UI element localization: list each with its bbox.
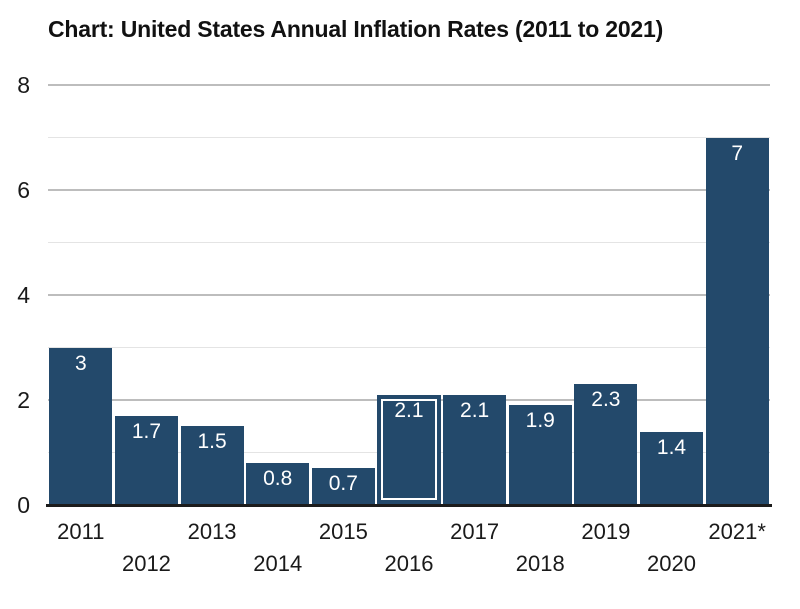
bar-2021: 7 (705, 137, 769, 505)
gridline-7 (48, 137, 770, 138)
chart-title: Chart: United States Annual Inflation Ra… (48, 16, 664, 42)
gridline-4 (48, 294, 770, 296)
x-axis-tick-2021: 2021* (708, 519, 766, 544)
x-axis-tick-2020: 2020 (647, 551, 696, 576)
gridline-3 (48, 347, 770, 348)
gridline-5 (48, 242, 770, 243)
x-axis-line (46, 504, 772, 507)
bar-value-label: 2.1 (394, 398, 424, 422)
bar-value-label: 0.8 (263, 467, 293, 490)
bar-2014: 0.8 (246, 463, 310, 505)
y-axis-tick-8: 8 (17, 72, 30, 98)
bar-2015: 0.7 (311, 468, 375, 505)
bar-value-label: 1.7 (131, 419, 162, 443)
gridline-6 (48, 189, 770, 191)
bar-2013: 1.5 (180, 426, 244, 505)
bar-value-label: 3 (74, 351, 87, 375)
bar-2019: 2.3 (574, 384, 638, 505)
x-axis-tick-2017: 2017 (450, 519, 500, 544)
y-axis-tick-6: 6 (17, 177, 30, 203)
y-axis-tick-4: 4 (17, 282, 30, 308)
x-axis-tick-2018: 2018 (515, 551, 565, 576)
gridline-8 (48, 84, 770, 86)
bar-value-label: 7 (731, 141, 744, 165)
bar-value-label: 1.4 (656, 435, 687, 459)
plot-area: 3 1.7 1.5 0.8 0.7 2.1 2.1 1.9 2.3 1.4 7 (48, 84, 770, 505)
x-axis-tick-2019: 2019 (581, 519, 631, 544)
bar-value-label: 2.3 (591, 388, 621, 412)
bar-2020: 1.4 (640, 431, 704, 505)
x-axis-tick-2011: 2011 (57, 519, 105, 544)
x-axis-tick-2014: 2014 (253, 551, 303, 576)
x-axis-tick-2015: 2015 (318, 519, 368, 544)
bar-value-label: 1.9 (525, 409, 555, 433)
bar-value-label: 2.1 (460, 398, 490, 422)
bar-2018: 1.9 (508, 405, 572, 505)
x-axis-tick-2016: 2016 (384, 551, 434, 576)
bar-2012: 1.7 (114, 415, 178, 505)
bar-2017: 2.1 (443, 394, 507, 505)
bar-2011: 3 (49, 347, 113, 505)
x-axis-tick-2013: 2013 (187, 519, 237, 544)
bar-value-label: 1.5 (197, 430, 227, 454)
bar-2016: 2.1 (377, 394, 441, 505)
y-axis-tick-0: 0 (17, 492, 30, 518)
bar-value-label: 0.7 (328, 472, 358, 496)
y-axis-tick-2: 2 (17, 387, 30, 413)
x-axis-tick-2012: 2012 (121, 551, 171, 576)
